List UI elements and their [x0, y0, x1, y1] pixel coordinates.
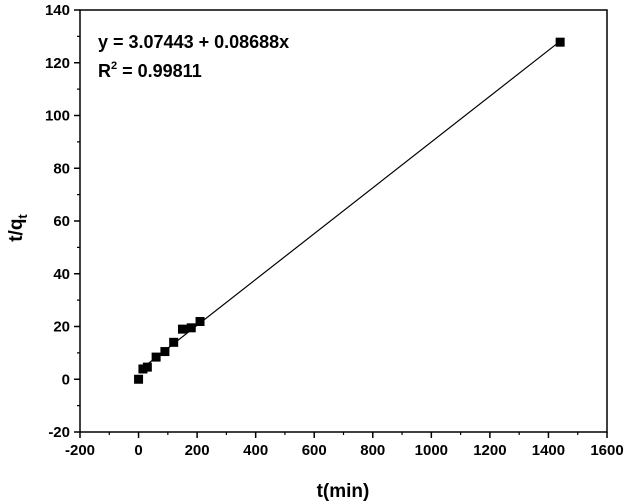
tick-labels: -200 0 200 400 600 800 1000 1200 1400 1600-200204… [45, 2, 624, 459]
data-point [195, 316, 205, 326]
y-tick-label: 80 [53, 160, 70, 177]
y-tick-label: 0 [62, 371, 70, 388]
equation-annotation: y = 3.07443 + 0.08688x [98, 32, 289, 52]
r-squared-annotation: R2 = 0.99811 [98, 60, 202, 81]
x-tick-label: 400 [243, 442, 268, 459]
x-tick-label: 1000 [415, 442, 448, 459]
data-point [151, 352, 161, 362]
data-point [134, 374, 144, 384]
x-tick-label: 1200 [473, 442, 506, 459]
x-tick-label: 1600 [590, 442, 623, 459]
x-axis-title: t(min) [317, 481, 370, 502]
x-tick-label: 200 [185, 442, 210, 459]
tick-marks [74, 9, 608, 438]
data-point [142, 362, 152, 372]
y-axis-title: t/qt [6, 214, 30, 242]
fit-line [138, 40, 561, 372]
x-tick-label: 1400 [532, 442, 565, 459]
data-point [555, 37, 565, 47]
x-tick-label: -200 [65, 442, 95, 459]
y-tick-label: 140 [45, 2, 70, 19]
data-point [177, 324, 187, 334]
data-point [169, 337, 179, 347]
x-tick-label: 600 [302, 442, 327, 459]
data-point [160, 347, 170, 357]
x-tick-label: 800 [360, 442, 385, 459]
y-tick-label: -20 [48, 424, 70, 441]
y-tick-label: 20 [53, 319, 70, 336]
y-tick-label: 120 [45, 55, 70, 72]
y-tick-label: 60 [53, 213, 70, 230]
data-point [186, 323, 196, 333]
y-tick-label: 40 [53, 266, 70, 283]
data-points [134, 37, 565, 384]
x-tick-label: 0 [134, 442, 142, 459]
y-tick-label: 100 [45, 108, 70, 125]
